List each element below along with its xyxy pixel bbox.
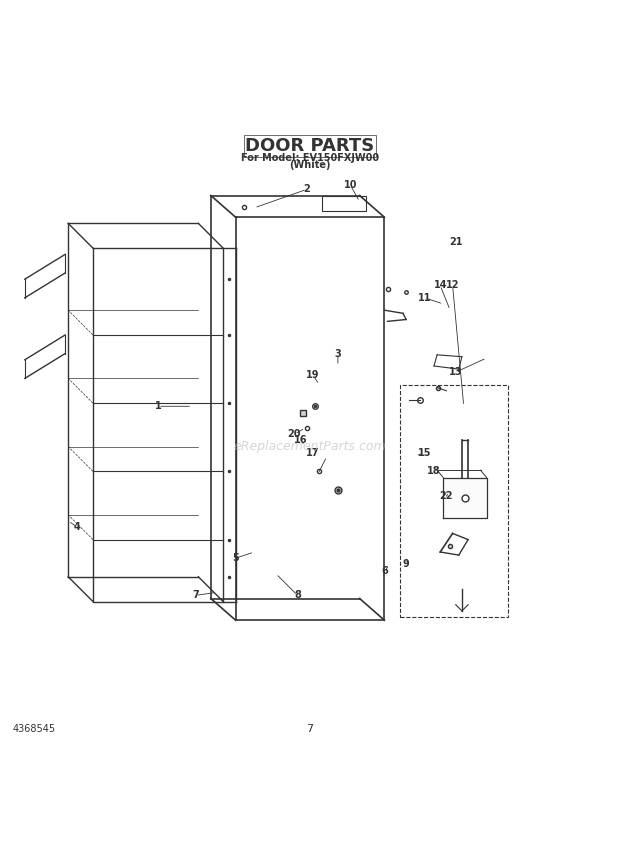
Text: (White): (White): [290, 160, 330, 170]
Text: eReplacementParts.com: eReplacementParts.com: [234, 440, 386, 453]
Text: 12: 12: [446, 281, 459, 290]
Text: 21: 21: [449, 237, 463, 247]
Text: 5: 5: [232, 553, 239, 563]
Text: 8: 8: [294, 591, 301, 600]
Text: 17: 17: [306, 448, 320, 458]
Text: 9: 9: [403, 560, 409, 569]
Text: 4: 4: [74, 522, 81, 532]
Text: 7: 7: [306, 723, 314, 734]
Text: 18: 18: [427, 467, 441, 477]
Text: 1: 1: [155, 401, 161, 411]
Text: 11: 11: [418, 293, 432, 303]
Text: For Model: EV150FXJW00: For Model: EV150FXJW00: [241, 152, 379, 163]
Text: 2: 2: [304, 184, 310, 194]
Text: 13: 13: [449, 367, 463, 377]
Text: 20: 20: [288, 429, 301, 439]
Text: 4368545: 4368545: [12, 723, 56, 734]
Text: 14: 14: [433, 281, 447, 290]
Text: 7: 7: [192, 591, 198, 600]
Text: 19: 19: [306, 371, 320, 380]
Text: 6: 6: [381, 566, 388, 575]
Text: 10: 10: [343, 180, 357, 190]
Bar: [322, 195, 366, 211]
Text: 3: 3: [335, 348, 341, 359]
Text: 22: 22: [440, 491, 453, 502]
Polygon shape: [443, 478, 487, 518]
Text: 16: 16: [294, 436, 308, 445]
Text: DOOR PARTS: DOOR PARTS: [246, 137, 374, 155]
Text: 15: 15: [418, 448, 432, 458]
